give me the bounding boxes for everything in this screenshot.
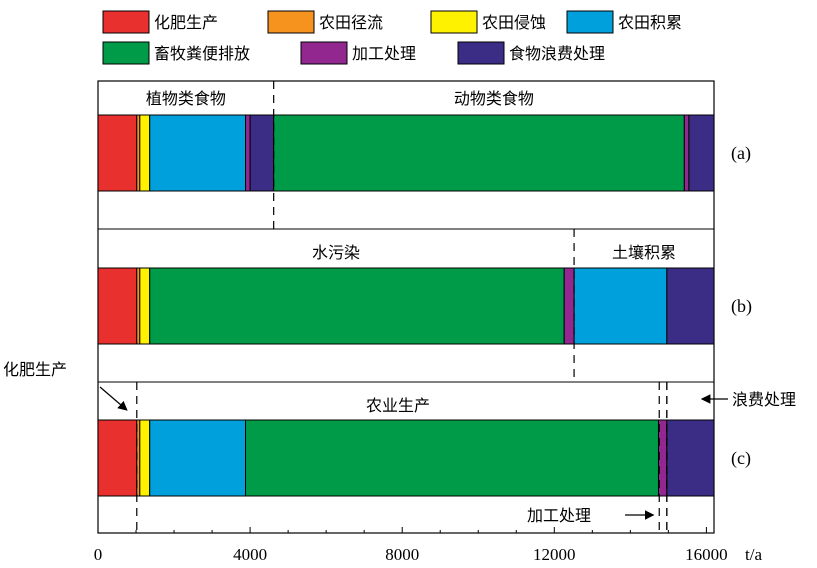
- arrow-fertilizer: [99, 386, 128, 411]
- bar-c-segment-6: [666, 419, 715, 497]
- group-label-c-2: 加工处理: [527, 506, 591, 525]
- bar-b-segment-6: [666, 267, 715, 345]
- legend-swatch-4: [102, 41, 150, 65]
- panel-label-b: (b): [731, 296, 752, 317]
- panel-labels: (a) (b) (c): [731, 143, 752, 469]
- panel-label-a: (a): [731, 143, 751, 164]
- bar-c-segment-4: [245, 419, 659, 497]
- legend-swatch-1: [267, 10, 315, 34]
- bar-c-segment-3: [149, 419, 247, 497]
- group-label-a-0: 植物类食物: [146, 89, 226, 108]
- bar-a-segment-4: [245, 114, 251, 192]
- x-tick-label-4: 16000: [685, 545, 728, 564]
- bar-b-segment-0: [97, 267, 138, 345]
- bar-b-segment-5: [573, 267, 668, 345]
- legend-swatch-5: [300, 41, 348, 65]
- bar-a-segment-0: [97, 114, 138, 192]
- group-dividers: [136, 81, 668, 533]
- legend-label-6: 食物浪费处理: [509, 44, 605, 63]
- group-label-c-3: 浪费处理: [732, 390, 796, 409]
- bar-a-segment-2: [139, 114, 151, 192]
- legend-label-0: 化肥生产: [154, 13, 218, 32]
- group-label-c-0: 化肥生产: [3, 360, 67, 379]
- x-tick-label-0: 0: [94, 545, 103, 564]
- x-tick-label-2: 8000: [385, 545, 419, 564]
- x-tick-label-1: 4000: [233, 545, 267, 564]
- bar-a-segment-5: [249, 114, 275, 192]
- bar-c-segment-0: [97, 419, 138, 497]
- legend-label-2: 农田侵蚀: [482, 13, 546, 32]
- group-label-a-1: 动物类食物: [454, 89, 534, 108]
- x-tick-label-3: 12000: [533, 545, 576, 564]
- legend-label-4: 畜牧粪便排放: [154, 44, 250, 63]
- panel-label-c: (c): [731, 448, 751, 469]
- legend-swatch-3: [566, 10, 614, 34]
- bar-b-segment-2: [139, 267, 151, 345]
- group-label-b-0: 水污染: [312, 243, 360, 262]
- bar-a-segment-3: [149, 114, 247, 192]
- legend-swatch-0: [102, 10, 150, 34]
- legend-label-5: 加工处理: [352, 44, 416, 63]
- bar-a-segment-6: [273, 114, 685, 192]
- legend-label-1: 农田径流: [319, 13, 383, 32]
- bar-b-segment-4: [563, 267, 575, 345]
- bar-c-segment-2: [139, 419, 151, 497]
- x-axis-unit: t/a: [745, 545, 762, 564]
- group-label-b-1: 土壤积累: [612, 243, 676, 262]
- bars: [97, 114, 715, 497]
- legend-swatch-6: [457, 41, 505, 65]
- legend-swatch-2: [430, 10, 478, 34]
- legend-label-3: 农田积累: [618, 13, 682, 32]
- bar-b-segment-3: [149, 267, 565, 345]
- bar-a-segment-7: [683, 114, 690, 192]
- group-label-c-1: 农业生产: [366, 396, 430, 415]
- bar-a-segment-8: [688, 114, 715, 192]
- x-axis: 0 4000 8000 12000 16000: [94, 527, 728, 564]
